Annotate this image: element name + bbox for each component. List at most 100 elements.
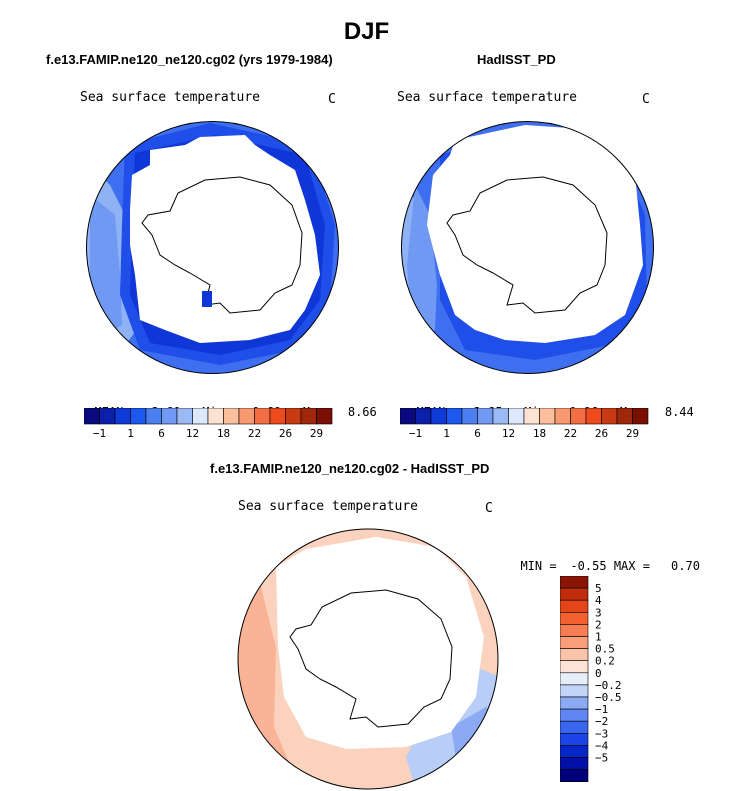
diff-units: C	[485, 501, 493, 516]
colorbar-swatch	[570, 408, 587, 425]
obs-variable-title: Sea surface temperature	[397, 90, 578, 105]
colorbar-swatch	[300, 408, 317, 425]
colorbar-swatch	[539, 408, 556, 425]
obs-map	[401, 121, 654, 374]
diff-max-value: 0.70	[671, 559, 700, 573]
obs-colorbar: −1 1 6 12 18 22 26 29	[400, 408, 649, 440]
colorbar-swatch	[560, 720, 589, 734]
diff-min-value: -0.55	[570, 559, 607, 573]
colorbar-swatch	[585, 408, 602, 425]
colorbar-swatch	[492, 408, 509, 425]
colorbar-swatch	[601, 408, 618, 425]
colorbar-swatch	[415, 408, 432, 425]
colorbar-swatch	[176, 408, 193, 425]
colorbar-swatch	[114, 408, 131, 425]
colorbar-tick-label: 18	[217, 427, 230, 440]
colorbar-swatch	[238, 408, 255, 425]
colorbar-tick-label: −2	[595, 715, 608, 728]
colorbar-tick-label: 6	[158, 427, 165, 440]
colorbar-swatch	[560, 599, 589, 613]
colorbar-tick-label: 4	[595, 594, 602, 607]
diff-panel-title: f.e13.FAMIP.ne120_ne120.cg02 - HadISST_P…	[210, 461, 490, 476]
colorbar-tick-label: 1	[127, 427, 134, 440]
diff-max-label: MAX =	[613, 559, 650, 573]
colorbar-tick-label: 29	[310, 427, 323, 440]
colorbar-swatch	[192, 408, 209, 425]
colorbar-swatch	[508, 408, 525, 425]
colorbar-tick-label: −0.5	[595, 691, 622, 704]
colorbar-tick-label: 5	[595, 582, 602, 595]
colorbar-tick-label: 26	[279, 427, 292, 440]
colorbar-swatch	[461, 408, 478, 425]
colorbar-tick-label: 0.5	[595, 643, 615, 656]
colorbar-swatch	[446, 408, 463, 425]
colorbar-swatch	[560, 769, 589, 782]
colorbar-swatch	[632, 408, 649, 425]
colorbar-tick-label: 26	[595, 427, 608, 440]
diff-variable-title: Sea surface temperature	[238, 499, 419, 514]
colorbar-swatch	[560, 733, 589, 746]
colorbar-tick-label: 29	[626, 427, 639, 440]
colorbar-tick-label: −1	[93, 427, 106, 440]
colorbar-tick-label: 1	[595, 631, 602, 644]
diff-min-label: MIN =	[520, 559, 557, 573]
colorbar-swatch	[254, 408, 271, 425]
diff-map	[237, 528, 499, 790]
model-variable-title: Sea surface temperature	[80, 90, 261, 105]
colorbar-tick-label: 22	[248, 427, 261, 440]
colorbar-swatch	[560, 708, 589, 722]
colorbar-tick-label: 2	[595, 618, 602, 631]
colorbar-swatch	[560, 684, 589, 698]
model-panel-title: f.e13.FAMIP.ne120_ne120.cg02 (yrs 1979-1…	[46, 52, 333, 67]
colorbar-swatch	[560, 648, 589, 661]
colorbar-swatch	[84, 408, 100, 425]
colorbar-swatch	[560, 624, 589, 637]
colorbar-swatch	[145, 408, 162, 425]
model-units: C	[328, 92, 336, 107]
colorbar-swatch	[223, 408, 240, 425]
colorbar-swatch	[560, 587, 589, 601]
colorbar-swatch	[400, 408, 416, 425]
colorbar-swatch	[554, 408, 571, 425]
obs-units: C	[642, 92, 650, 107]
diff-sea-ice-mask	[276, 537, 484, 749]
model-inland-sea	[202, 291, 212, 307]
colorbar-swatch	[560, 672, 589, 686]
colorbar-tick-label: −1	[595, 703, 608, 716]
colorbar-tick-label: 3	[595, 606, 602, 619]
colorbar-tick-label: −5	[595, 752, 608, 765]
colorbar-tick-label: 12	[186, 427, 199, 440]
colorbar-swatch	[207, 408, 224, 425]
model-max-value: 8.66	[347, 405, 377, 419]
model-map	[86, 121, 339, 374]
obs-sea-ice-mask	[427, 125, 643, 343]
colorbar-tick-label: 0.2	[595, 655, 615, 668]
colorbar-tick-label: −3	[595, 727, 608, 740]
obs-coastline	[446, 176, 608, 314]
colorbar-swatch	[616, 408, 633, 425]
obs-max-value: 8.44	[664, 405, 694, 419]
colorbar-swatch	[285, 408, 302, 425]
colorbar-tick-label: 6	[474, 427, 481, 440]
obs-panel-title: HadISST_PD	[477, 52, 556, 67]
colorbar-tick-label: 12	[502, 427, 515, 440]
colorbar-swatch	[523, 408, 540, 425]
colorbar-swatch	[430, 408, 447, 425]
colorbar-swatch	[560, 636, 589, 649]
colorbar-swatch	[477, 408, 494, 425]
figure-title: DJF	[343, 18, 390, 45]
colorbar-swatch	[316, 408, 333, 425]
colorbar-tick-label: 1	[443, 427, 450, 440]
colorbar-swatch	[99, 408, 116, 425]
model-colorbar: −1 1 6 12 18 22 26 29	[84, 408, 333, 440]
colorbar-tick-label: 0	[595, 667, 602, 680]
colorbar-swatch	[161, 408, 178, 425]
colorbar-tick-label: 22	[564, 427, 577, 440]
colorbar-swatch	[560, 611, 589, 625]
colorbar-swatch	[560, 660, 589, 674]
colorbar-tick-label: −4	[595, 739, 609, 752]
model-coastline	[141, 176, 303, 314]
colorbar-tick-label: −1	[409, 427, 422, 440]
colorbar-swatch	[560, 576, 589, 589]
